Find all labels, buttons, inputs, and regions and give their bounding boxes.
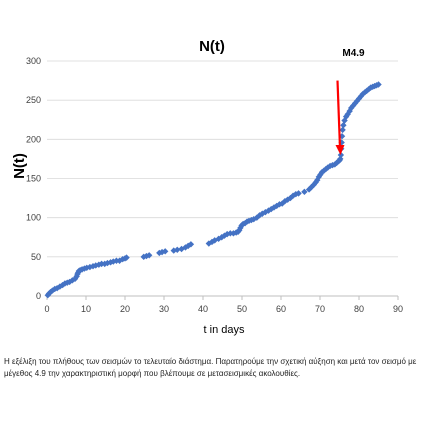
x-tick-label: 60: [276, 304, 286, 314]
data-point: [145, 252, 153, 259]
data-point: [289, 192, 297, 199]
data-point: [349, 102, 357, 109]
x-tick-label: 80: [354, 304, 364, 314]
data-point: [337, 155, 344, 163]
data-point: [344, 111, 351, 118]
y-axis-title: N(t): [11, 153, 28, 179]
data-point: [363, 87, 370, 94]
data-point: [47, 288, 54, 296]
chart-title: N(t): [199, 38, 225, 55]
data-point: [89, 263, 97, 270]
data-point: [339, 126, 346, 134]
y-tick-label: 50: [31, 252, 41, 262]
data-point: [184, 242, 192, 250]
tick-labels: 0 50 100 150 200 250 300 0 10 20 30 40 50 60 70 80 90: [26, 56, 403, 314]
x-tick-label: 10: [81, 304, 91, 314]
y-tick-label: 100: [26, 213, 41, 223]
data-point: [259, 210, 266, 217]
chart-figure: N(t) N(t) t in days 0 50 100 150 200 250 300 0 1…: [11, 38, 403, 336]
axes: [46, 295, 399, 300]
x-tick-label: 90: [393, 304, 403, 314]
annotation-label: M4.9: [342, 48, 365, 59]
data-point: [223, 230, 231, 238]
x-tick-label: 40: [198, 304, 208, 314]
data-point: [140, 253, 147, 261]
x-axis-title: t in days: [204, 324, 245, 336]
x-tick-label: 70: [315, 304, 325, 314]
x-tick-label: 20: [120, 304, 130, 314]
annotation-arrow-head: [335, 145, 345, 155]
chart-svg: N(t) N(t) t in days 0 50 100 150 200 250 300 0 1…: [11, 38, 403, 336]
data-point: [295, 190, 302, 197]
annotation-arrow: [336, 80, 342, 149]
data-point: [218, 234, 225, 241]
data-point: [161, 248, 169, 255]
y-tick-label: 0: [36, 291, 41, 301]
figure-caption: Η εξέλιξη του πλήθους των σεισμών το τελ…: [4, 357, 417, 378]
annotation: M4.9: [335, 48, 365, 155]
y-tick-label: 150: [26, 174, 41, 184]
data-point: [104, 259, 111, 267]
data-point: [56, 283, 64, 290]
x-tick-label: 50: [237, 304, 247, 314]
data-point: [237, 224, 244, 232]
data-point: [359, 90, 367, 98]
x-tick-label: 0: [44, 304, 49, 314]
data-point: [69, 277, 76, 284]
data-points: [44, 81, 382, 299]
data-point: [301, 188, 308, 196]
y-tick-label: 200: [26, 134, 41, 144]
x-tick-label: 30: [159, 304, 169, 314]
y-tick-label: 300: [26, 56, 41, 66]
y-tick-label: 250: [26, 95, 41, 105]
data-point: [187, 241, 195, 248]
gridlines: [47, 60, 398, 258]
data-point: [340, 122, 347, 129]
data-point: [123, 254, 130, 261]
data-point: [174, 246, 181, 253]
data-point: [265, 207, 272, 214]
data-point: [375, 81, 382, 88]
data-point: [337, 151, 345, 159]
